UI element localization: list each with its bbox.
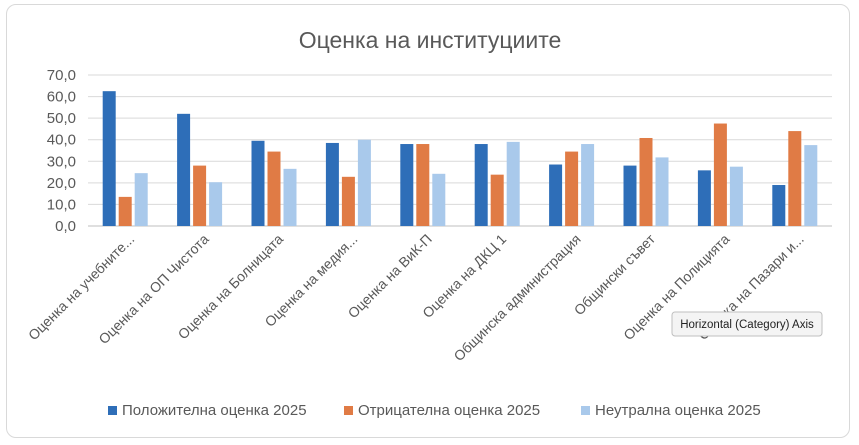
bar[interactable] (118, 196, 132, 226)
bar[interactable] (713, 123, 727, 226)
y-tick-label: 30,0 (47, 153, 76, 170)
legend-label: Отрицателна оценка 2025 (358, 402, 540, 419)
bar[interactable] (655, 157, 669, 226)
legend: Положителна оценка 2025 Отрицателна оценк… (108, 402, 761, 419)
bar[interactable] (400, 144, 414, 226)
tooltip-box (671, 311, 823, 337)
x-tick-label: Общинска администрация (450, 231, 583, 364)
x-axis[interactable]: Оценка на учебните...Оценка на ОП Чистот… (25, 230, 807, 364)
y-tick-label: 0,0 (55, 218, 76, 235)
bar[interactable] (772, 185, 786, 226)
y-tick-label: 50,0 (47, 110, 76, 127)
bar[interactable] (416, 144, 430, 226)
y-tick-label: 20,0 (47, 175, 76, 192)
bar[interactable] (325, 142, 339, 226)
bar[interactable] (565, 151, 579, 226)
bar[interactable] (549, 164, 563, 226)
bar[interactable] (357, 139, 371, 226)
bars-group (102, 91, 818, 226)
y-tick-label: 10,0 (47, 196, 76, 213)
bar[interactable] (177, 113, 191, 226)
bar[interactable] (209, 182, 223, 226)
bar[interactable] (623, 165, 637, 226)
legend-label: Положителна оценка 2025 (122, 402, 307, 419)
bar[interactable] (639, 137, 653, 226)
bar[interactable] (251, 140, 265, 226)
bar[interactable] (341, 176, 355, 226)
bar[interactable] (581, 144, 595, 226)
bar[interactable] (474, 144, 488, 226)
legend-item[interactable]: Положителна оценка 2025 (108, 402, 307, 419)
bar[interactable] (283, 168, 297, 226)
y-tick-label: 70,0 (47, 67, 76, 84)
legend-item[interactable]: Неутрална оценка 2025 (581, 402, 761, 419)
legend-swatch (108, 406, 117, 415)
bar[interactable] (134, 173, 148, 226)
bar[interactable] (490, 174, 504, 226)
axis-tooltip: Horizontal (Category) Axis (671, 311, 823, 337)
bar[interactable] (506, 141, 520, 226)
chart-title: Оценка на институциите (299, 27, 562, 53)
y-axis: 0,0 10,0 20,0 30,0 40,0 50,0 60,0 70,0 (47, 67, 76, 235)
bar[interactable] (729, 166, 743, 226)
legend-label: Неутрална оценка 2025 (595, 402, 761, 419)
legend-item[interactable]: Отрицателна оценка 2025 (344, 402, 540, 419)
bar[interactable] (193, 165, 207, 226)
legend-swatch (344, 406, 353, 415)
x-tick-label: Общински съвет (571, 230, 659, 318)
bar[interactable] (267, 151, 281, 226)
tooltip-text: Horizontal (Category) Axis (680, 319, 814, 331)
legend-swatch (581, 406, 590, 415)
bar[interactable] (804, 145, 818, 226)
bar[interactable] (432, 173, 446, 226)
bar[interactable] (697, 170, 711, 226)
bar[interactable] (102, 91, 116, 226)
bar[interactable] (788, 131, 802, 226)
y-tick-label: 60,0 (47, 89, 76, 106)
y-tick-label: 40,0 (47, 132, 76, 149)
